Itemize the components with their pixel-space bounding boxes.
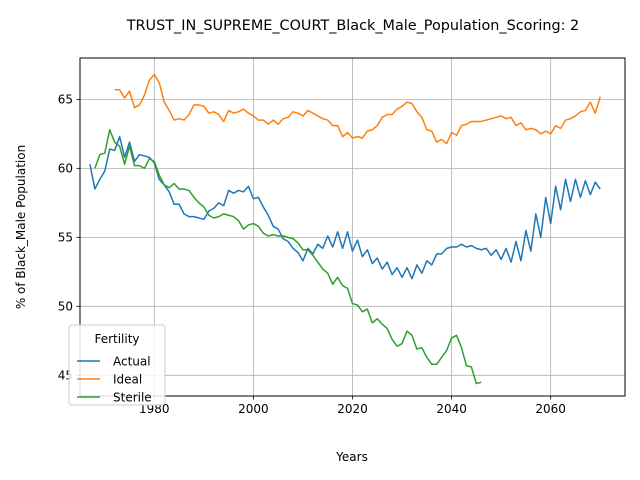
series-line-ideal — [114, 73, 601, 145]
y-tick-label: 50 — [58, 300, 73, 314]
x-tick-label: 2000 — [238, 402, 269, 416]
legend-label-ideal: Ideal — [113, 372, 142, 386]
series-line-sterile — [94, 128, 482, 385]
y-tick-label: 65 — [58, 93, 73, 107]
y-tick-label: 55 — [58, 231, 73, 245]
grid — [80, 58, 625, 396]
x-axis-ticks: 1980 2000 2020 2040 2060 — [139, 396, 566, 416]
legend-label-sterile: Sterile — [113, 390, 152, 404]
y-axis-label: % of Black_Male Population — [14, 145, 28, 309]
legend: Fertility Actual Ideal Sterile — [68, 324, 166, 406]
x-tick-label: 2060 — [535, 402, 566, 416]
x-axis-label: Years — [335, 450, 368, 464]
x-tick-label: 2040 — [436, 402, 467, 416]
y-tick-label: 60 — [58, 162, 73, 176]
legend-box — [68, 324, 166, 406]
plot-lines — [89, 73, 601, 385]
chart-title: TRUST_IN_SUPREME_COURT_Black_Male_Popula… — [126, 18, 579, 34]
legend-label-actual: Actual — [113, 354, 151, 368]
series-line-actual — [89, 135, 601, 280]
x-tick-label: 2020 — [337, 402, 368, 416]
legend-title: Fertility — [94, 332, 139, 346]
